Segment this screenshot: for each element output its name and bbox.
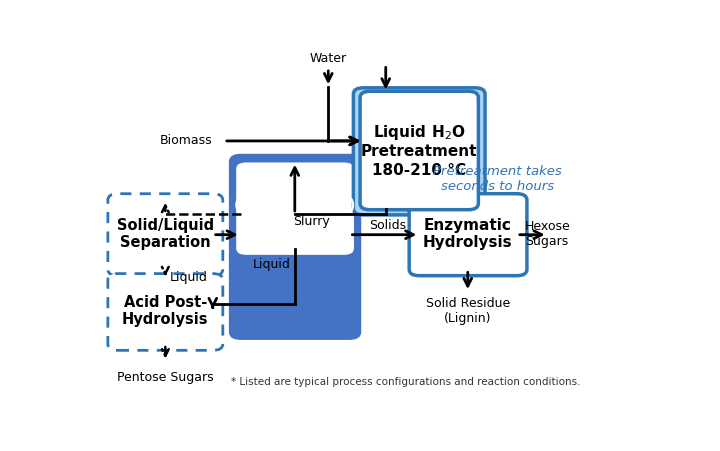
Text: Liquid H$_2$O: Liquid H$_2$O [373,123,466,142]
FancyBboxPatch shape [230,156,359,338]
Text: 180-210 °C: 180-210 °C [372,163,467,178]
Text: Slurry: Slurry [293,215,330,228]
Text: * Listed are typical process configurations and reaction conditions.: * Listed are typical process configurati… [230,377,580,387]
Text: Enzymatic: Enzymatic [424,218,512,233]
FancyBboxPatch shape [108,194,222,276]
Text: Hydrolysis: Hydrolysis [122,312,209,327]
Text: Pretreatment takes
seconds to hours: Pretreatment takes seconds to hours [433,165,562,193]
Text: Separation: Separation [120,235,211,250]
Text: Pentose Sugars: Pentose Sugars [117,371,214,384]
FancyBboxPatch shape [409,194,527,276]
Text: Solid/Liquid: Solid/Liquid [117,218,214,233]
Text: Biomass: Biomass [160,134,213,147]
FancyBboxPatch shape [108,274,222,350]
Text: Hydrolysis: Hydrolysis [423,235,513,250]
Text: Hexose
Sugars: Hexose Sugars [526,220,571,248]
Text: Liquid: Liquid [253,258,290,271]
Text: (Conditioning): (Conditioning) [233,198,356,213]
Text: Solids: Solids [369,219,406,232]
Text: Pretreatment: Pretreatment [361,144,477,159]
FancyBboxPatch shape [354,88,485,215]
Text: Water Wash: Water Wash [243,180,347,195]
Text: Liquid: Liquid [170,271,207,284]
FancyBboxPatch shape [360,91,478,210]
Text: Water: Water [310,51,347,64]
Text: Solid Residue
(Lignin): Solid Residue (Lignin) [426,297,510,325]
FancyBboxPatch shape [236,162,354,255]
Text: Acid Post-: Acid Post- [124,295,207,310]
